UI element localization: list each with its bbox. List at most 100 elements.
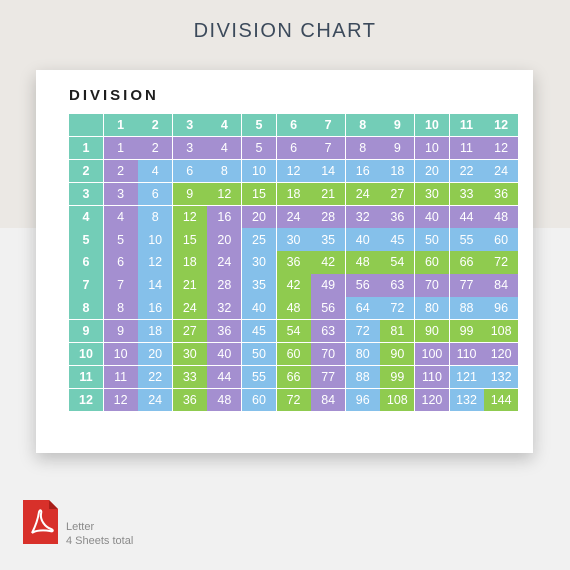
table-cell: 8 [138, 205, 173, 228]
paper-size-label: Letter [66, 521, 95, 533]
table-cell: 7 [103, 274, 138, 297]
table-cell: 8 [345, 136, 380, 160]
table-cell: 66 [276, 365, 311, 389]
sheet-title: DIVISION [69, 87, 159, 104]
table-cell: 36 [380, 205, 415, 228]
table-cell: 12 [103, 388, 138, 411]
table-cell: 30 [172, 342, 207, 366]
table-cell: 54 [380, 251, 415, 274]
column-header: 7 [311, 114, 346, 137]
table-cell: 20 [138, 342, 173, 366]
table-cell: 16 [138, 297, 173, 320]
table-cell: 12 [138, 251, 173, 274]
table-cell: 48 [484, 205, 519, 228]
table-cell: 21 [172, 274, 207, 297]
table-cell: 121 [449, 365, 484, 389]
table-cell: 35 [241, 274, 276, 297]
table-cell: 9 [103, 320, 138, 343]
table-cell: 14 [138, 274, 173, 297]
table-cell: 64 [345, 297, 380, 320]
table-cell: 6 [276, 136, 311, 160]
table-cell: 110 [414, 365, 449, 389]
row-header: 9 [69, 320, 103, 343]
table-cell: 12 [484, 136, 519, 160]
table-cell: 18 [276, 182, 311, 205]
table-cell: 21 [311, 182, 346, 205]
table-cell: 108 [380, 388, 415, 411]
column-header: 12 [484, 114, 519, 137]
table-cell: 10 [138, 228, 173, 251]
table-cell: 25 [241, 228, 276, 251]
table-cell: 22 [449, 159, 484, 183]
table-cell: 90 [380, 342, 415, 366]
table-cell: 99 [449, 320, 484, 343]
table-cell: 32 [345, 205, 380, 228]
table-cell: 77 [449, 274, 484, 297]
table-cell: 88 [449, 297, 484, 320]
table-cell: 36 [172, 388, 207, 411]
table-cell: 84 [311, 388, 346, 411]
table-cell: 24 [207, 251, 242, 274]
table-cell: 40 [241, 297, 276, 320]
row-header: 1 [69, 136, 103, 160]
table-cell: 2 [138, 136, 173, 160]
row-header: 6 [69, 251, 103, 274]
table-cell: 90 [414, 320, 449, 343]
table-cell: 48 [207, 388, 242, 411]
table-cell: 8 [103, 297, 138, 320]
table-cell: 27 [380, 182, 415, 205]
table-cell: 27 [172, 320, 207, 343]
sheet-count-label: 4 Sheets total [66, 535, 134, 547]
row-header: 10 [69, 342, 103, 366]
table-cell: 20 [207, 228, 242, 251]
table-cell: 6 [172, 159, 207, 183]
table-cell: 40 [414, 205, 449, 228]
table-cell: 44 [449, 205, 484, 228]
table-cell: 36 [484, 182, 519, 205]
table-cell: 7 [311, 136, 346, 160]
table-cell: 3 [172, 136, 207, 160]
table-cell: 30 [414, 182, 449, 205]
column-header: 6 [276, 114, 311, 137]
table-cell: 70 [311, 342, 346, 366]
table-cell: 12 [172, 205, 207, 228]
table-cell: 56 [345, 274, 380, 297]
row-header: 8 [69, 297, 103, 320]
column-header: 9 [380, 114, 415, 137]
table-cell: 14 [311, 159, 346, 183]
chart-sheet: DIVISION 1 2 3 4 5 6 7 8 9 10 11 12 1 1 2 3 4 5 6 7 8 9 10 11 12… [36, 70, 533, 453]
page-title: DIVISION CHART [193, 20, 377, 42]
table-cell: 5 [241, 136, 276, 160]
pdf-icon [23, 500, 58, 544]
table-cell: 9 [380, 136, 415, 160]
table-cell: 1 [103, 136, 138, 160]
table-cell: 12 [276, 159, 311, 183]
table-cell: 108 [484, 320, 519, 343]
column-header: 4 [207, 114, 242, 137]
column-header: 5 [241, 114, 276, 137]
table-cell: 49 [311, 274, 346, 297]
row-header: 12 [69, 388, 103, 411]
table-cell: 5 [103, 228, 138, 251]
table-cell: 63 [311, 320, 346, 343]
table-cell: 4 [138, 159, 173, 183]
table-cell: 72 [276, 388, 311, 411]
column-header: 1 [103, 114, 138, 137]
table-cell: 33 [449, 182, 484, 205]
table-cell: 16 [345, 159, 380, 183]
table-cell: 120 [414, 388, 449, 411]
table-cell: 81 [380, 320, 415, 343]
table-cell: 66 [449, 251, 484, 274]
row-header: 2 [69, 159, 103, 183]
row-header: 5 [69, 228, 103, 251]
table-cell: 4 [207, 136, 242, 160]
column-header: 10 [414, 114, 449, 137]
table-cell: 18 [380, 159, 415, 183]
table-cell: 24 [138, 388, 173, 411]
table-cell: 88 [345, 365, 380, 389]
table-cell: 24 [484, 159, 519, 183]
table-cell: 6 [103, 251, 138, 274]
table-cell: 96 [484, 297, 519, 320]
column-header: 2 [138, 114, 173, 137]
table-cell: 10 [414, 136, 449, 160]
